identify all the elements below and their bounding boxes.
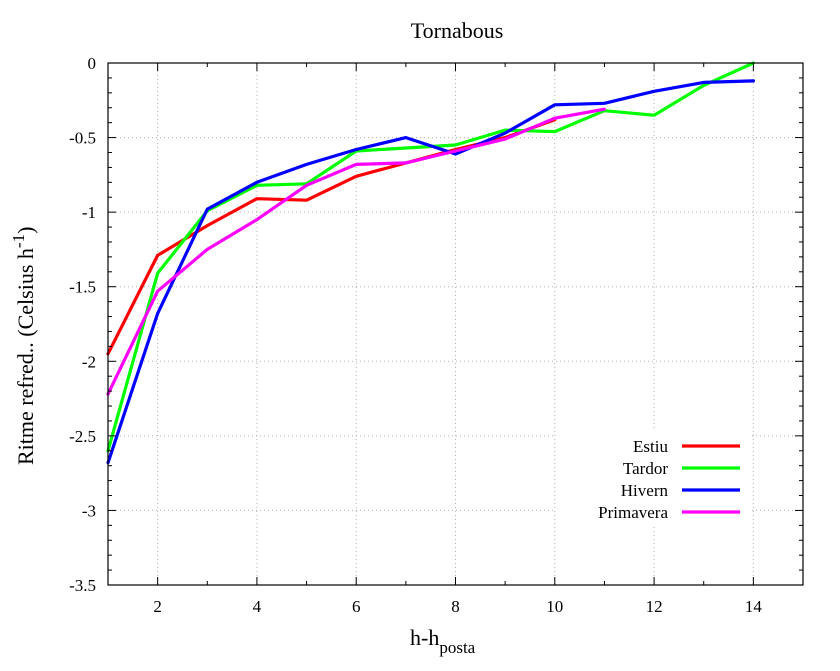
x-axis-label-subscript: posta [439, 638, 475, 657]
legend-label-hivern: Hivern [621, 481, 669, 500]
y-axis-label-superscript: -1 [9, 234, 28, 248]
y-tick-label: -2 [82, 352, 96, 371]
x-tick-label: 10 [546, 597, 563, 616]
y-tick-label: -0.5 [69, 129, 96, 148]
legend-background [556, 428, 752, 524]
x-tick-label: 2 [153, 597, 162, 616]
y-tick-label: -3.5 [69, 576, 96, 595]
x-axis-label-main: h-h [410, 625, 439, 650]
y-tick-label: 0 [88, 54, 97, 73]
x-axis-label: h-hposta [410, 625, 476, 657]
x-tick-label: 8 [451, 597, 460, 616]
y-tick-label: -1.5 [69, 278, 96, 297]
series-line-primavera [106, 107, 607, 396]
y-tick-label: -3 [82, 501, 96, 520]
y-tick-label: -2.5 [69, 427, 96, 446]
ticks-layer: 2 4 6 8 10 12 14 0 -0.5 -1 -1.5 -2 -2.5 -3 -3.5 [69, 54, 804, 616]
y-axis-label: Ritme refred.. (Celsius h-1) [9, 227, 38, 465]
legend-label-estiu: Estiu [633, 437, 668, 456]
series-line-estiu [106, 118, 557, 356]
y-axis-label-close: ) [13, 227, 38, 234]
x-tick-label: 12 [646, 597, 663, 616]
x-tick-label: 14 [745, 597, 763, 616]
series-layer [106, 61, 756, 465]
legend: Estiu Tardor Hivern Primavera [556, 428, 752, 524]
y-axis-label-main: Ritme refred.. (Celsius h [13, 248, 38, 465]
x-tick-label: 6 [352, 597, 361, 616]
series-line-tardor [106, 61, 756, 453]
legend-label-primavera: Primavera [598, 503, 668, 522]
legend-label-tardor: Tardor [623, 459, 668, 478]
grid-layer [108, 62, 803, 586]
chart-title: Tornabous [411, 18, 504, 43]
x-tick-label: 4 [253, 597, 262, 616]
series-line-hivern [106, 79, 756, 465]
y-tick-label: -1 [82, 203, 96, 222]
